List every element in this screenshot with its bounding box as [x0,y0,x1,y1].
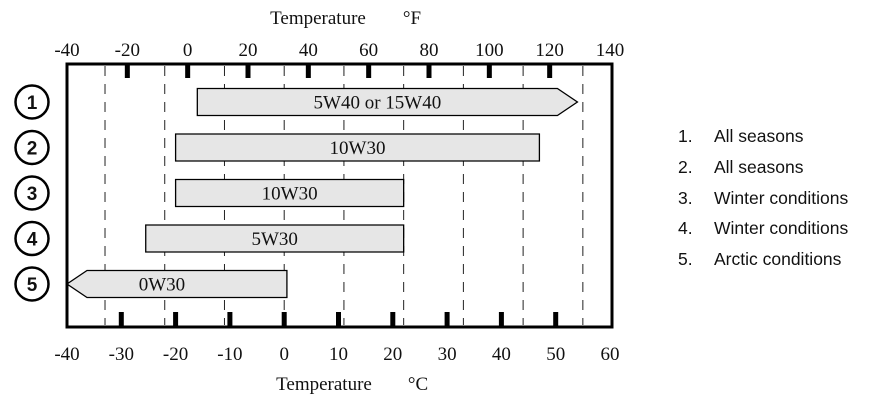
fahrenheit-tick-label: 40 [299,40,318,61]
range-bar [145,224,405,253]
fahrenheit-tick-label: 60 [359,40,378,61]
legend-number: 3. [678,187,693,208]
celsius-tick-label: -40 [54,344,79,365]
legend-number: 1. [678,126,693,146]
legend: 1. All seasons 2. All seasons 3. Winter con… [678,121,848,275]
legend-number: 2. [678,156,693,177]
range-bar [65,269,288,299]
celsius-tick-labels: -40 -30 -20 -10 0 10 20 30 40 50 60 [54,344,619,365]
fahrenheit-tick [486,64,492,78]
bar-label: 0W30 [139,275,185,296]
fahrenheit-tick-labels: -40 -20 0 20 40 60 80 100 120 140 [54,40,624,61]
fahrenheit-tick [245,64,251,78]
row-number-circle [14,266,50,302]
celsius-tick-label: 30 [438,344,457,365]
row-number: 2 [27,139,38,160]
row-number: 4 [27,230,38,251]
celsius-tick [444,312,450,327]
celsius-tick-label: 40 [492,344,511,365]
fahrenheit-tick-label: 20 [239,40,258,61]
legend-text: Winter conditions [714,187,849,208]
axis-ticks [118,64,559,327]
row-number-circles: 1 2 3 4 5 [14,84,50,302]
celsius-tick-label: 20 [383,344,402,365]
celsius-tick-label: -10 [217,344,242,365]
fahrenheit-tick [366,64,372,78]
celsius-tick [390,312,396,327]
fahrenheit-tick-label: 80 [420,40,439,61]
legend-text: All seasons [714,156,804,177]
celsius-tick [227,312,233,327]
bar-label: 10W30 [262,184,318,205]
celsius-tick [498,312,504,327]
legend-number: 4. [678,218,693,239]
fahrenheit-tick [124,64,130,78]
celsius-tick [281,312,287,327]
celsius-tick-label: 60 [601,344,620,365]
bar-label: 10W30 [330,138,386,159]
legend-item: 5. Arctic conditions [678,244,848,275]
row-number-circle [14,175,50,211]
celsius-tick [336,312,341,327]
range-bar [196,87,579,117]
celsius-tick [553,312,559,327]
range-bar [174,178,405,208]
fahrenheit-tick [185,64,191,78]
row-number-circle [14,220,50,257]
row-number: 1 [27,93,38,114]
legend-text: Winter conditions [714,218,849,239]
fahrenheit-tick [547,64,553,78]
top-axis-unit: °F [403,8,421,29]
bar-label: 5W30 [251,229,297,250]
legend-item: 4. Winter conditions [678,213,848,244]
celsius-tick-label: 10 [329,344,348,365]
celsius-tick-label: -30 [109,344,134,365]
bottom-axis-title: Temperature [276,374,372,395]
celsius-tick [118,312,124,327]
celsius-tick-label: 0 [279,344,289,365]
legend-number: 5. [678,249,693,270]
fahrenheit-tick [426,64,432,78]
top-axis-title: Temperature [270,8,366,29]
row-number-circle [14,84,50,120]
celsius-tick [173,312,179,327]
fahrenheit-tick-label: 100 [475,40,504,61]
bar-label: 5W40 or 15W40 [314,93,442,114]
fahrenheit-tick [305,64,311,78]
range-bar [174,133,541,162]
legend-item: 1. All seasons [678,121,848,152]
celsius-tick-label: -20 [163,344,188,365]
bottom-axis-unit: °C [408,374,428,395]
fahrenheit-tick-label: 140 [596,40,625,61]
legend-text: Arctic conditions [714,249,842,270]
celsius-tick-label: 50 [546,344,565,365]
fahrenheit-tick-label: 0 [183,40,193,61]
fahrenheit-tick-label: 120 [535,40,564,61]
fahrenheit-tick-label: -40 [54,40,79,61]
row-number-circle [14,129,50,166]
legend-item: 2. All seasons [678,152,848,183]
row-number: 5 [27,275,38,296]
row-number: 3 [27,184,38,205]
range-bars: 5W40 or 15W40 10W30 10W30 5W30 0W30 [65,87,579,299]
legend-text: All seasons [714,126,804,146]
legend-item: 3. Winter conditions [678,183,848,214]
fahrenheit-tick-label: -20 [115,40,140,61]
